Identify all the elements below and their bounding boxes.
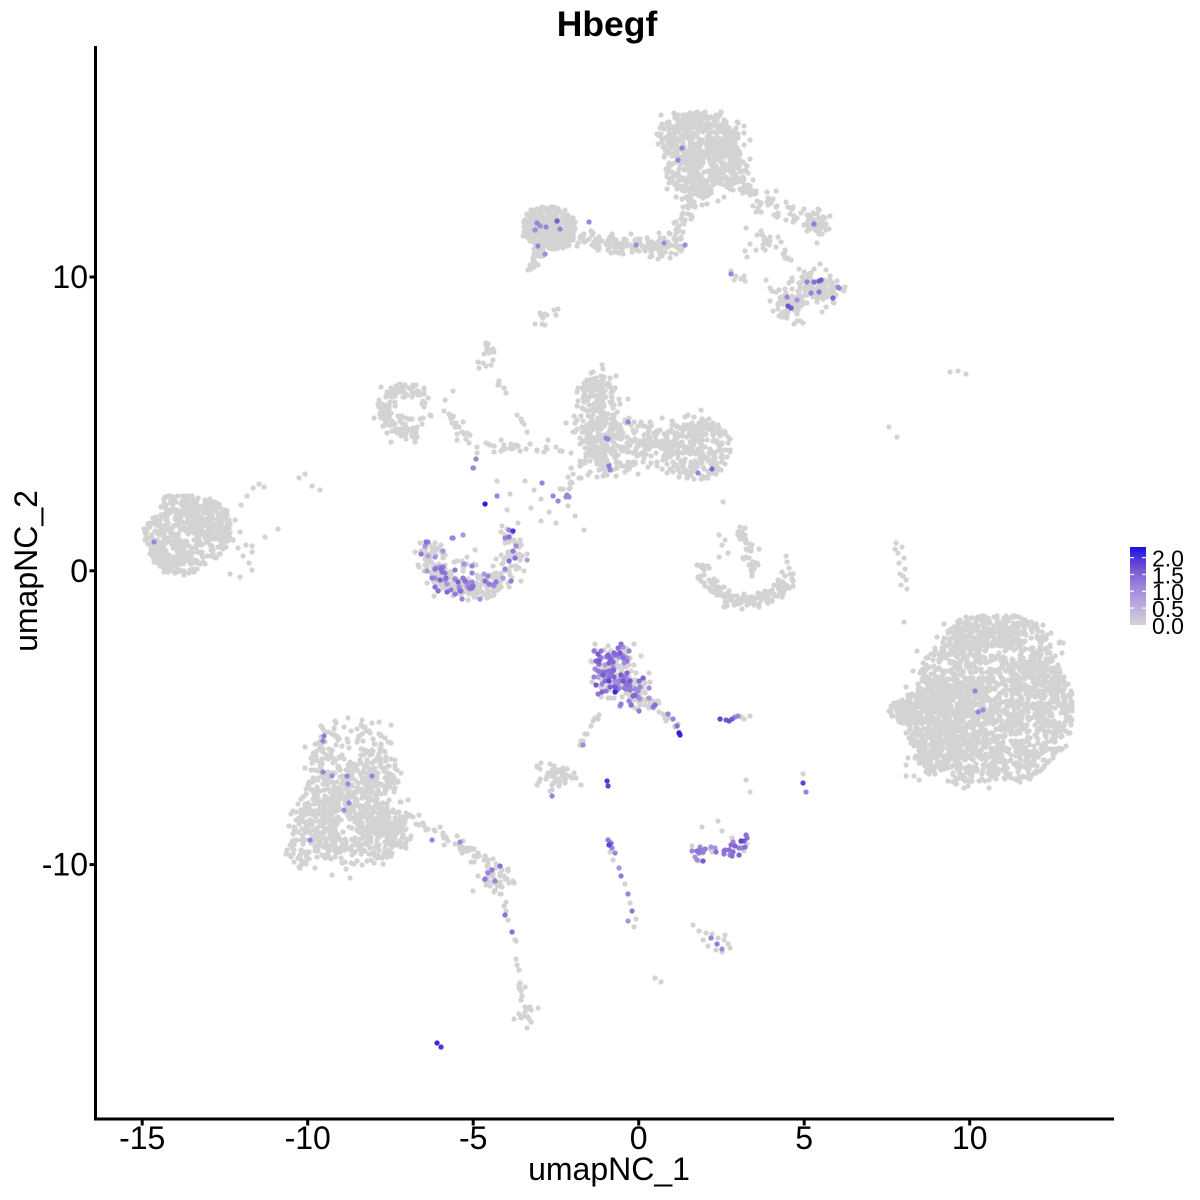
svg-text:-15: -15 <box>119 1120 165 1156</box>
svg-text:umapNC_1: umapNC_1 <box>528 1151 690 1187</box>
svg-text:0: 0 <box>630 1120 648 1156</box>
svg-text:0.0: 0.0 <box>1152 613 1184 639</box>
svg-text:umapNC_2: umapNC_2 <box>8 490 44 652</box>
svg-text:10: 10 <box>52 259 88 295</box>
svg-text:-10: -10 <box>285 1120 331 1156</box>
svg-text:-5: -5 <box>459 1120 487 1156</box>
svg-text:10: 10 <box>952 1120 988 1156</box>
svg-text:5: 5 <box>795 1120 813 1156</box>
svg-text:1.0: 1.0 <box>1152 579 1184 605</box>
svg-text:0.5: 0.5 <box>1152 596 1184 622</box>
svg-text:0: 0 <box>70 553 88 589</box>
svg-text:-10: -10 <box>42 847 88 883</box>
svg-text:1.5: 1.5 <box>1152 562 1184 588</box>
svg-text:2.0: 2.0 <box>1152 545 1184 571</box>
svg-text:Hbegf: Hbegf <box>557 4 658 44</box>
